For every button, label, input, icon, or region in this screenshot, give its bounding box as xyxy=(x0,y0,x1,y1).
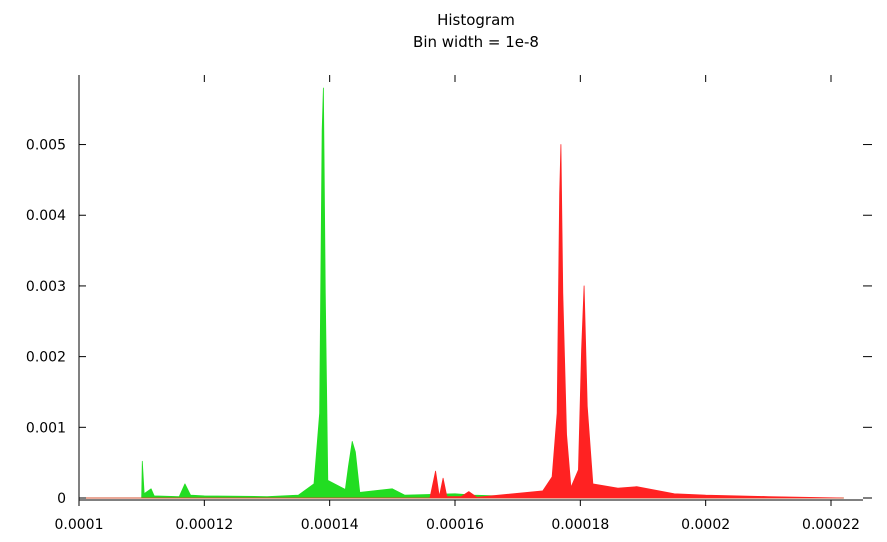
y-tick-label: 0 xyxy=(57,491,66,507)
chart-title: Histogram xyxy=(437,11,515,29)
x-tick-label: 0.00016 xyxy=(426,517,484,533)
series-area-2 xyxy=(78,144,844,499)
y-axis: 0 0.001 0.002 0.003 0.004 0.005 xyxy=(26,138,872,507)
x-tick-label: 0.0001 xyxy=(55,517,104,533)
x-axis: 0.0001 0.00012 0.00014 0.00016 0.00018 0.0002… xyxy=(55,75,860,533)
y-tick-label: 0.001 xyxy=(26,420,66,436)
x-tick-label: 0.00018 xyxy=(551,517,609,533)
y-tick-label: 0.002 xyxy=(26,350,66,366)
x-tick-label: 0.00012 xyxy=(175,517,233,533)
y-tick-label: 0.005 xyxy=(26,138,66,154)
y-tick-label: 0.003 xyxy=(26,279,66,295)
x-tick-label: 0.00022 xyxy=(802,517,860,533)
chart-subtitle: Bin width = 1e-8 xyxy=(413,33,539,51)
x-tick-label: 0.00014 xyxy=(301,517,359,533)
series-area-1 xyxy=(78,87,844,499)
series-layer xyxy=(78,87,844,499)
x-tick-label: 0.0002 xyxy=(681,517,730,533)
y-tick-label: 0.004 xyxy=(26,208,66,224)
